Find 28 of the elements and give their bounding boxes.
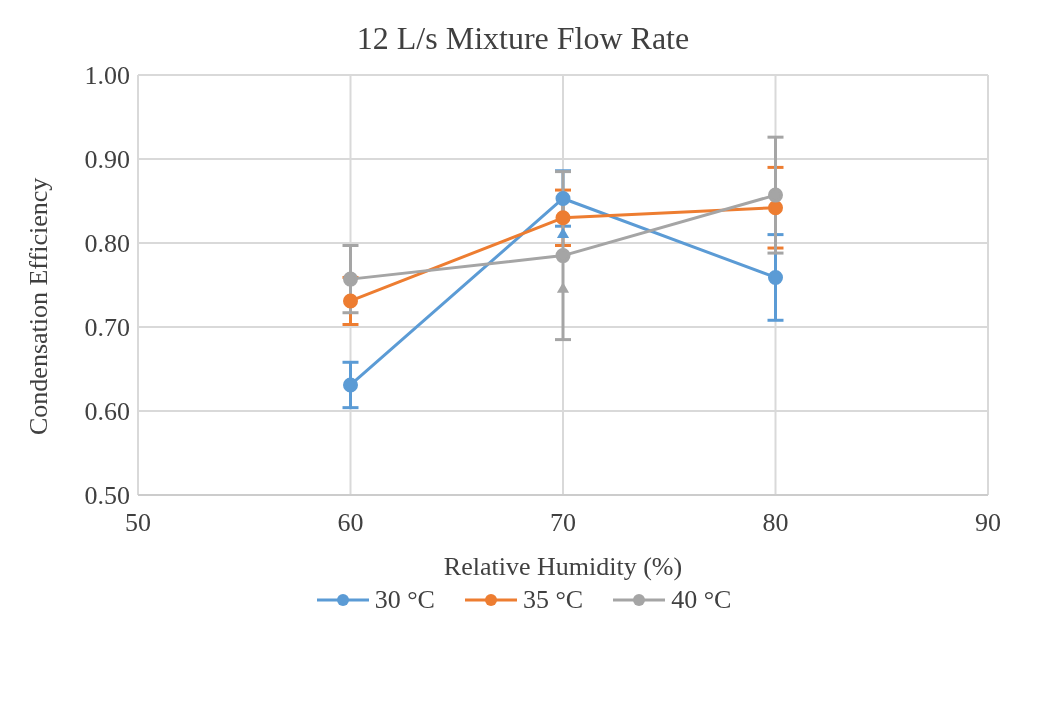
point — [556, 227, 570, 239]
point — [768, 200, 783, 216]
point — [768, 269, 783, 285]
point — [555, 190, 571, 206]
y-axis-title: Condensation Efficiency — [24, 177, 54, 435]
point — [343, 271, 358, 287]
y-tick-label: 1.00 — [84, 61, 130, 91]
x-tick-label: 80 — [762, 508, 789, 538]
point — [768, 187, 783, 203]
legend-label: 35 °C — [522, 585, 584, 615]
point — [343, 293, 358, 309]
point — [343, 377, 358, 393]
y-tick-label: 0.80 — [84, 229, 130, 259]
x-tick-label: 90 — [975, 508, 1001, 538]
legend-label: 30 °C — [374, 585, 435, 615]
chart-title: 12 L/s Mixture Flow Rate — [355, 20, 691, 57]
x-tick-label: 60 — [337, 508, 364, 538]
x-tick-label: 50 — [125, 508, 151, 538]
point — [556, 282, 570, 293]
y-tick-label: 0.50 — [84, 481, 130, 511]
x-axis-title: Relative Humidity (%) — [443, 552, 683, 581]
x-tick-label: 70 — [550, 508, 576, 538]
legend-label: 40 °C — [671, 585, 732, 615]
point — [555, 248, 571, 264]
y-tick-label: 0.70 — [84, 313, 130, 343]
y-tick-label: 0.60 — [84, 397, 130, 427]
y-tick-label: 0.90 — [84, 145, 130, 175]
point — [555, 210, 571, 226]
